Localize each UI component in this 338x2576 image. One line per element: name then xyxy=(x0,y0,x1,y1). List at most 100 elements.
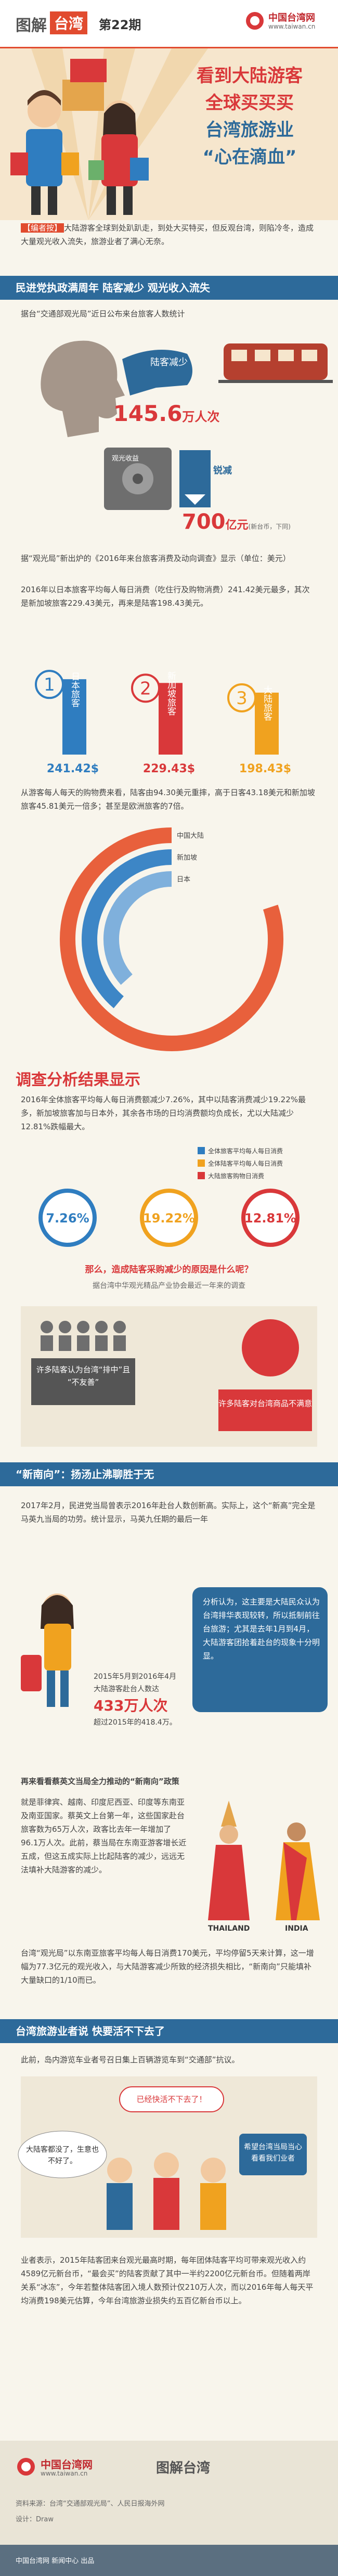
policy-conclusion: 台湾“观光局”以东南亚旅客平均每人每日消费170美元，平均停留5天来计算，这一增… xyxy=(21,1948,314,1985)
issue: 第22期 xyxy=(99,18,141,32)
source-note: 据台“交通部观光局”近日公布来台旅客人数统计 xyxy=(21,309,185,318)
visitor-value: 145.6 xyxy=(113,401,183,426)
reason-source: 据台湾中华观光精品产业协会最近一年来的调查 xyxy=(93,1282,245,1290)
stat-label: 大陆游客赴台人数达 xyxy=(94,1685,159,1693)
bar-name: 大陆旅客 xyxy=(262,685,272,721)
legend-label: 全体旅客平均每人每日消费 xyxy=(208,1147,283,1155)
spending-chart: 1 日本旅客 241.42$ 2 新加坡旅客 229.43$ 3 大陆旅客 198.43$ xyxy=(35,670,291,775)
speech-bubble: 已经快活不下去了！ xyxy=(136,2095,207,2104)
section-heading: 民进党执政满周年 陆客减少 观光收入流失 xyxy=(0,276,338,300)
bar-name: 新加坡旅客 xyxy=(165,671,176,716)
legend-label: 大陆旅客购物日消费 xyxy=(208,1172,264,1180)
speech-bubble: 大陆客都没了，生意也不好了。 xyxy=(26,2146,99,2165)
footer-brand: 图解台湾 xyxy=(156,2460,211,2476)
survey-note: 据“观光局”新出炉的《2016年来台旅客消费及动向调查》显示（单位：美元） xyxy=(21,554,291,563)
spending-bar xyxy=(255,692,279,755)
ring-arc xyxy=(60,827,283,1051)
stat-compare: 超过2015年的418.4万。 xyxy=(94,1718,177,1727)
footer-logo xyxy=(17,2458,35,2476)
speech-bubble: 希望台湾当局当心看看我们业者 xyxy=(244,2143,302,2163)
footer-credit: 中国台湾网 新闻中心 出品 xyxy=(16,2557,95,2565)
spending-paragraph: 2016年以日本旅客平均每人每日消费（吃住行及购物消费）241.42美元最多，其… xyxy=(21,585,310,608)
visitor-illustration xyxy=(41,340,333,510)
results-paragraph: 2016年全体旅客平均每人每日消费额减少7.26%，其中以陆客消费减少19.22… xyxy=(21,1095,306,1131)
visitor-unit: 万人次 xyxy=(182,410,220,424)
policy-paragraph: 就是菲律宾、越南、印度尼西亚、印度等东南亚及南亚国家。蔡英文上台第一年，这些国家… xyxy=(21,1797,187,1874)
ring-label: 中国大陆 xyxy=(177,832,204,840)
ring-label: 新加坡 xyxy=(177,853,197,862)
rank-number: 3 xyxy=(236,688,248,709)
section3-lead: 此前，岛内游览车业者号召日集上百辆游览车到“交通部”抗议。 xyxy=(21,2055,240,2064)
results-heading: 调查分析结果显示 xyxy=(16,1071,140,1089)
spending-bar xyxy=(62,679,86,755)
hero-title-line: “心在滴血” xyxy=(202,147,297,168)
rate-value: 7.26% xyxy=(46,1211,89,1226)
section2-paragraph: 2017年2月，民进党当局曾表示2016年赴台人数创新高。实际上，这个“新高”完… xyxy=(21,1501,316,1524)
ring-arc xyxy=(82,849,172,1009)
revenue-stat: 700亿元(新台币，下同) xyxy=(182,510,291,534)
revenue-value: 700 xyxy=(182,510,226,534)
revenue-label: 观光收益 xyxy=(112,455,139,463)
legend-swatch xyxy=(198,1159,205,1167)
intro-text: 大陆游客全球到处趴趴走，到处大买特买，但反观台湾，则陷冷冬，造成大量观光收入流失… xyxy=(21,223,314,246)
footer-url: www.taiwan.cn xyxy=(41,2470,88,2477)
rate-value: 19.22% xyxy=(143,1211,195,1226)
rank-number: 1 xyxy=(44,674,55,695)
traveler-illustration xyxy=(21,1587,328,1712)
bar-name: 日本旅客 xyxy=(69,672,80,707)
hero-title-line: 看到大陆游客 xyxy=(197,66,303,86)
bar-value: 241.42$ xyxy=(47,762,99,775)
rate-ring xyxy=(38,1189,97,1247)
drop-label: 锐减 xyxy=(213,465,232,476)
rate-ring xyxy=(241,1189,300,1247)
site-url: www.taiwan.cn xyxy=(268,23,316,30)
country-label: THAILAND xyxy=(208,1924,250,1933)
bar-value: 198.43$ xyxy=(239,762,291,775)
analysis-bubble: 分析认为，这主要是大陆民众认为台湾排华表现较转，所以抵制前往台旅游；尤其是去年1… xyxy=(203,1597,320,1661)
reason-illustration xyxy=(21,1306,317,1447)
bar-value: 229.43$ xyxy=(143,762,195,775)
revenue-unit: 亿元 xyxy=(225,519,249,532)
legend-swatch xyxy=(198,1172,205,1179)
revenue-note: (新台币，下同) xyxy=(248,523,291,530)
stat-period: 2015年5月到2016年4月 xyxy=(94,1673,177,1681)
footer-site: 中国台湾网 xyxy=(41,2458,93,2471)
legend-swatch xyxy=(198,1147,205,1154)
visitor-stat: 145.6万人次 xyxy=(88,401,244,426)
ring-arc xyxy=(103,871,172,985)
operators-illustration xyxy=(18,2076,317,2238)
reduce-label: 陆客减少 xyxy=(150,357,188,368)
dancer-illustration xyxy=(208,1801,320,1920)
site-logo xyxy=(246,12,264,30)
hero-title: 看到大陆游客 全球买买买 台湾旅游业 “心在滴血” xyxy=(172,62,328,171)
legend-label: 全体陆客平均每人每日消费 xyxy=(208,1159,283,1167)
policy-lead: 再来看看蔡英文当局全力推动的“新南向”政策 xyxy=(21,1777,179,1786)
shopping-paragraph: 从游客每人每天的购物费来看，陆客由94.30美元重摔，高于日客43.18美元和新… xyxy=(21,788,315,811)
stat-value: 433万人次 xyxy=(94,1697,168,1714)
header: 图解 台湾 第22期 中国台湾网 www.taiwan.cn xyxy=(0,0,338,48)
reason-item: 许多陆客对台湾商品不满意 xyxy=(218,1399,313,1408)
rate-ring xyxy=(140,1189,198,1247)
brand-a: 图解 xyxy=(16,17,47,35)
hero-title-line: 全球买买买 xyxy=(205,93,294,113)
spending-bar xyxy=(159,683,183,755)
site-name: 中国台湾网 xyxy=(268,12,315,23)
brand-b: 台湾 xyxy=(50,11,88,34)
intro: 【编者按】 大陆游客全球到处趴趴走，到处大买特买，但反观台湾，则陷冷冬，造成大量观… xyxy=(21,221,317,248)
section-heading: “新南向”：扬汤止沸聊胜于无 xyxy=(0,1462,338,1486)
hero-illustration xyxy=(0,48,338,220)
country-label: INDIA xyxy=(285,1924,308,1933)
visitor-record: 2015年5月到2016年4月 大陆游客赴台人数达 433万人次 超过2015年… xyxy=(94,1670,198,1729)
reason-item: 许多陆客认为台湾“排中”且“不友善” xyxy=(36,1365,131,1387)
rate-circles: 7.26% 19.22% 12.81% xyxy=(38,1189,300,1247)
intro-tag: 【编者按】 xyxy=(21,223,64,233)
rate-value: 12.81% xyxy=(244,1211,296,1226)
section3-paragraph: 业者表示，2015年陆客团来台观光最高时期，每年团体陆客平均可带来观光收入约45… xyxy=(21,2255,314,2305)
section-heading: 台湾旅游业者说 快要活不下去了 xyxy=(0,2019,338,2043)
ring-label: 日本 xyxy=(177,876,190,884)
footer-source: 资料来源：台湾“交通部观光局”、人民日报海外网 xyxy=(16,2500,165,2508)
rank-number: 2 xyxy=(140,678,151,699)
